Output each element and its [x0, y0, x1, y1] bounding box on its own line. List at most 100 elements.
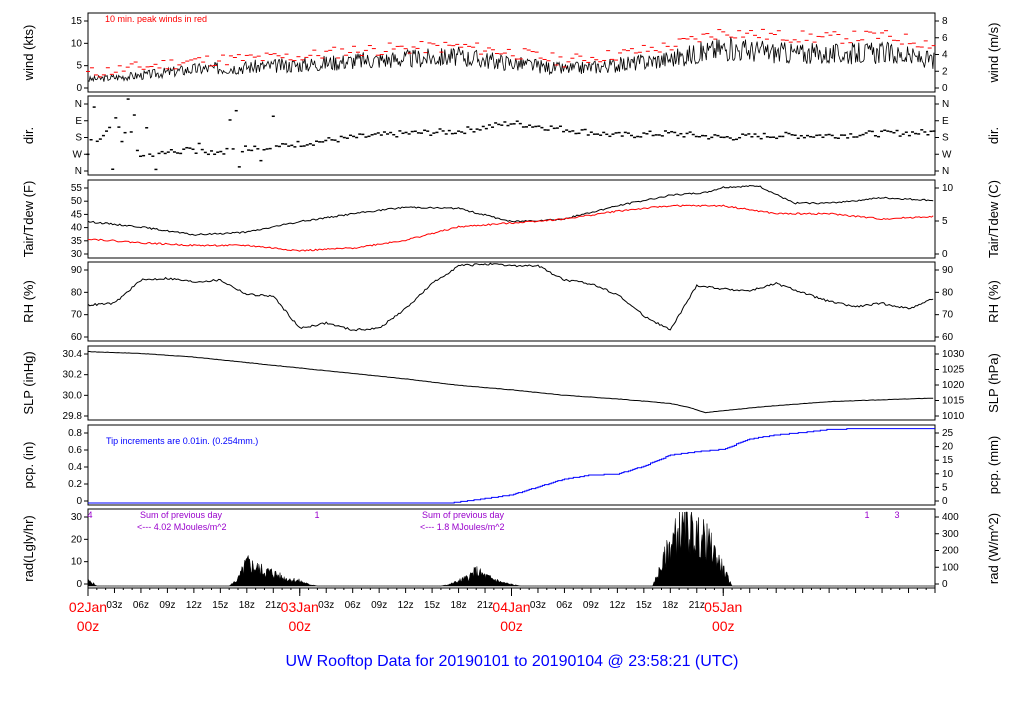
y-tick-label-right-radiation-3: 300: [942, 529, 959, 540]
y-tick-label-left-precipitation-1: 0.2: [68, 479, 82, 490]
panel-radiation: rad(Lgly/hr) rad (W/m^2)01020300100200300…: [21, 508, 1001, 590]
panel-frame-precipitation: [87, 424, 936, 506]
y-tick-label-right-precipitation-5: 25: [942, 428, 954, 439]
y-axis-label-left-wind: wind (kts): [21, 25, 36, 82]
panel-wind: wind (kts) wind (m/s) 0 5 10 15 0 2 4 6 8 10 min. p…: [21, 12, 1001, 94]
rad-annotation-1-line2: <--- 4.02 MJoules/m^2: [137, 522, 227, 532]
panel-pressure: SLP (inHg) SLP (hPa) 29.8 30.0 30.2 30.4 1010 1…: [21, 345, 1001, 422]
y-tick-label-right-temperature-1: 5: [942, 216, 948, 227]
rad-marker-label-2: 1: [864, 510, 869, 520]
y-tick-label-right-direction-2: S: [942, 133, 949, 144]
x-time-label-0: 00z: [77, 618, 100, 634]
x-tick-label-16: 06z: [556, 600, 572, 611]
series-line-tdew: [87, 204, 934, 252]
x-tick-label-17: 09z: [583, 600, 599, 611]
y-tick-label-left-direction-4: N: [75, 99, 82, 110]
y-tick-label-left-wind-3: 15: [71, 16, 83, 27]
y-tick-label-right-temperature-0: 0: [942, 249, 948, 260]
x-tick-label-1: 03z: [106, 600, 122, 611]
y-tick-label-right-pressure-2: 1020: [942, 380, 965, 391]
y-tick-label-right-wind-4: 8: [942, 16, 948, 27]
rad-annotation-2-line1: Sum of previous day: [422, 510, 505, 520]
y-tick-label-right-wind-3: 6: [942, 33, 948, 44]
precip-annotation: Tip increments are 0.01in. (0.254mm.): [106, 436, 258, 446]
y-tick-label-left-pressure-2: 30.2: [63, 370, 83, 381]
x-tick-label-19: 15z: [636, 600, 652, 611]
y-tick-label-right-wind-0: 0: [942, 83, 948, 94]
x-tick-label-15: 03z: [530, 600, 546, 611]
y-tick-label-left-pressure-0: 29.8: [63, 411, 83, 422]
x-tick-label-5: 15z: [212, 600, 228, 611]
y-tick-label-right-precipitation-0: 0: [942, 496, 948, 507]
x-tick-label-8: 03z: [318, 600, 334, 611]
y-tick-label-left-direction-1: W: [73, 149, 83, 160]
x-tick-label-20: 18z: [662, 600, 678, 611]
y-tick-label-right-radiation-2: 200: [942, 546, 959, 557]
y-tick-label-left-humidity-3: 90: [71, 265, 83, 276]
y-tick-label-right-precipitation-4: 20: [942, 442, 954, 453]
y-tick-label-right-humidity-3: 90: [942, 265, 954, 276]
y-axis-label-right-temperature: Tair/Tdew (C): [986, 180, 1001, 258]
y-tick-label-left-radiation-3: 30: [71, 512, 83, 523]
y-tick-label-right-direction-4: N: [942, 99, 949, 110]
y-tick-label-right-precipitation-3: 15: [942, 455, 954, 466]
x-tick-label-11: 12z: [398, 600, 414, 611]
y-tick-label-right-humidity-2: 80: [942, 287, 954, 298]
panel-frame-pressure: [87, 345, 936, 421]
y-tick-label-right-direction-0: N: [942, 166, 949, 177]
x-tick-label-18: 12z: [609, 600, 625, 611]
panel-frame-temperature: [87, 179, 936, 259]
y-axis-label-left-precipitation: pcp. (in): [21, 442, 36, 489]
panel-frame-direction: [87, 95, 936, 176]
x-time-label-3: 00z: [712, 618, 735, 634]
x-tick-label-21: 21z: [689, 600, 705, 611]
y-tick-label-left-humidity-1: 70: [71, 310, 83, 321]
y-tick-label-left-radiation-1: 10: [71, 557, 83, 568]
x-date-label-0: 02Jan: [69, 599, 107, 615]
y-tick-label-left-humidity-0: 60: [71, 332, 83, 343]
y-tick-label-left-direction-2: S: [75, 133, 82, 144]
radiation-area: [87, 511, 935, 587]
y-tick-label-left-temperature-0: 30: [71, 249, 83, 260]
figure-title: UW Rooftop Data for 20190101 to 20190104…: [286, 653, 739, 670]
y-axis-label-right-radiation: rad (W/m^2): [986, 513, 1001, 584]
y-tick-label-right-wind-2: 4: [942, 50, 948, 61]
y-tick-label-left-wind-0: 0: [76, 83, 82, 94]
y-axis-label-left-direction: dir.: [21, 127, 36, 144]
rad-marker-label-1: 1: [314, 510, 319, 520]
y-tick-label-left-temperature-3: 45: [71, 209, 83, 220]
panel-humidity: RH (%) RH (%) 60 70 80 90 60 70 80 90: [21, 261, 1001, 343]
x-tick-label-7: 21z: [265, 600, 281, 611]
y-tick-label-right-wind-1: 2: [942, 66, 948, 77]
y-tick-label-left-wind-1: 5: [76, 61, 82, 72]
y-tick-label-right-precipitation-1: 5: [942, 482, 948, 493]
rad-annotation-1-line1: Sum of previous day: [140, 510, 223, 520]
y-tick-label-right-direction-1: W: [942, 149, 952, 160]
y-tick-label-left-precipitation-0: 0: [76, 496, 82, 507]
y-tick-label-right-pressure-1: 1015: [942, 396, 965, 407]
series-line-slp: [88, 351, 934, 414]
panel-frame-radiation: [87, 508, 936, 589]
y-tick-label-right-direction-3: E: [942, 116, 949, 127]
y-tick-label-left-pressure-3: 30.4: [63, 349, 83, 360]
x-tick-label-9: 06z: [345, 600, 361, 611]
y-axis-label-right-direction: dir.: [986, 127, 1001, 144]
panel-frame-wind: [87, 12, 936, 93]
wind-annotation: 10 min. peak winds in red: [105, 14, 207, 24]
panel-precipitation: pcp. (in) pcp. (mm) 0 0.2 0.4 0.6 0.8 0 5 10 15 20 2…: [21, 424, 1001, 507]
y-axis-label-right-wind: wind (m/s): [986, 23, 1001, 84]
x-time-label-2: 00z: [500, 618, 523, 634]
x-date-label-2: 04Jan: [492, 599, 530, 615]
series-line-rh: [87, 262, 934, 332]
y-tick-label-right-radiation-0: 0: [942, 579, 948, 590]
rad-annotation-2-line2: <--- 1.8 MJoules/m^2: [420, 522, 505, 532]
x-tick-label-13: 18z: [451, 600, 467, 611]
x-tick-label-4: 12z: [186, 600, 202, 611]
series-line-tair: [87, 184, 934, 236]
y-tick-label-right-pressure-4: 1030: [942, 349, 965, 360]
y-tick-label-left-precipitation-2: 0.4: [68, 462, 82, 473]
y-tick-label-right-pressure-3: 1025: [942, 365, 965, 376]
y-tick-label-left-wind-2: 10: [71, 38, 83, 49]
